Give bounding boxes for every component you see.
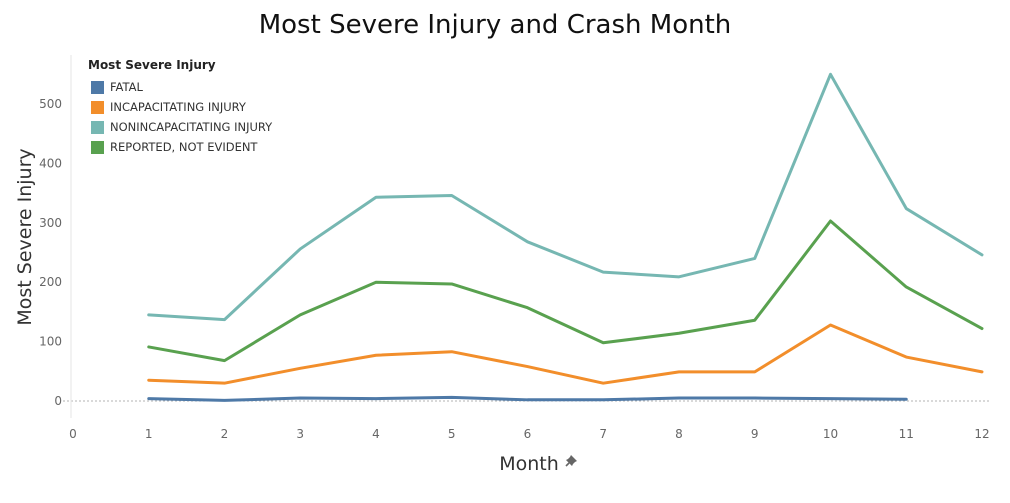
x-tick-label: 7	[599, 427, 607, 441]
legend: Most Severe Injury FATAL INCAPACITATING I…	[88, 58, 272, 157]
legend-swatch	[91, 100, 104, 114]
legend-label: NONINCAPACITATING INJURY	[110, 120, 273, 134]
legend-swatch	[91, 140, 104, 154]
y-tick-label: 500	[39, 97, 62, 111]
x-tick-label: 11	[899, 427, 914, 441]
x-tick-label: 2	[221, 427, 229, 441]
x-tick-label: 1	[145, 427, 153, 441]
chart-title: Most Severe Injury and Crash Month	[258, 10, 732, 40]
legend-item-nonincapacitating-injury[interactable]: NONINCAPACITATING INJURY	[88, 117, 272, 137]
x-tick-label: 3	[296, 427, 304, 441]
legend-item-fatal[interactable]: FATAL	[88, 77, 272, 97]
y-tick-label: 400	[39, 156, 62, 170]
legend-swatch	[91, 80, 104, 94]
legend-swatch	[91, 120, 104, 134]
y-tick-label: 200	[39, 275, 62, 289]
series-line-reported-not-evident[interactable]	[147, 219, 984, 363]
y-tick-label: 0	[54, 394, 62, 408]
series-line-fatal[interactable]	[147, 395, 908, 402]
legend-item-reported-not-evident[interactable]: REPORTED, NOT EVIDENT	[88, 137, 272, 157]
x-axis-title: Month	[499, 453, 559, 475]
x-tick-label: 5	[448, 427, 456, 441]
x-tick-label: 4	[372, 427, 380, 441]
x-tick-label: 8	[675, 427, 683, 441]
x-tick-label: 0	[69, 427, 77, 441]
series-line-incapacitating-injury[interactable]	[147, 323, 984, 385]
legend-label: FATAL	[110, 80, 143, 94]
legend-label: INCAPACITATING INJURY	[110, 100, 246, 114]
legend-label: REPORTED, NOT EVIDENT	[110, 140, 258, 154]
x-tick-label: 12	[974, 427, 989, 441]
series-line-nonincapacitating-injury[interactable]	[147, 72, 984, 322]
legend-item-incapacitating-injury[interactable]: INCAPACITATING INJURY	[88, 97, 272, 117]
x-tick-label: 6	[524, 427, 532, 441]
x-tick-label: 10	[823, 427, 838, 441]
y-tick-label: 300	[39, 216, 62, 230]
y-tick-label: 100	[39, 335, 62, 349]
y-axis-title: Most Severe Injury	[14, 148, 36, 325]
x-tick-label: 9	[751, 427, 759, 441]
legend-title: Most Severe Injury	[88, 58, 216, 72]
pin-icon[interactable]	[565, 455, 577, 467]
